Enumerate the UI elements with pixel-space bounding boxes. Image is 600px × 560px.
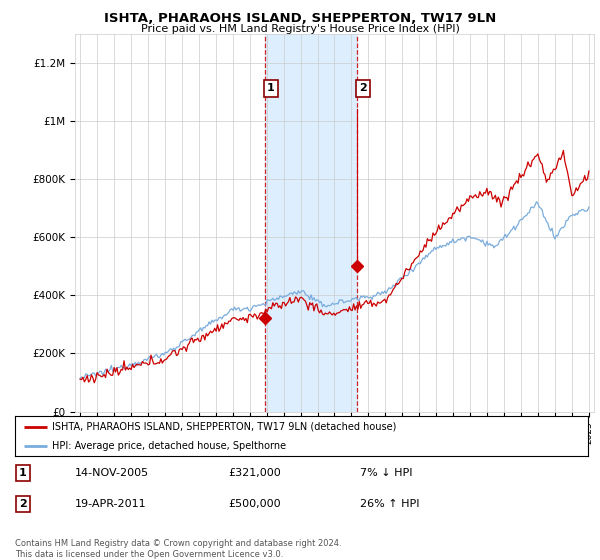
Text: 7% ↓ HPI: 7% ↓ HPI [360, 468, 413, 478]
Text: Price paid vs. HM Land Registry's House Price Index (HPI): Price paid vs. HM Land Registry's House … [140, 24, 460, 34]
Text: 1: 1 [267, 83, 275, 94]
Text: HPI: Average price, detached house, Spelthorne: HPI: Average price, detached house, Spel… [52, 441, 286, 450]
Text: £321,000: £321,000 [228, 468, 281, 478]
Text: 2: 2 [19, 499, 26, 509]
Text: ISHTA, PHARAOHS ISLAND, SHEPPERTON, TW17 9LN (detached house): ISHTA, PHARAOHS ISLAND, SHEPPERTON, TW17… [52, 422, 397, 432]
Text: £500,000: £500,000 [228, 499, 281, 509]
Text: 19-APR-2011: 19-APR-2011 [75, 499, 146, 509]
Text: 2: 2 [359, 83, 367, 94]
Text: 1: 1 [19, 468, 26, 478]
Text: 14-NOV-2005: 14-NOV-2005 [75, 468, 149, 478]
Text: 26% ↑ HPI: 26% ↑ HPI [360, 499, 419, 509]
Bar [265, 34, 356, 412]
Text: Contains HM Land Registry data © Crown copyright and database right 2024.
This d: Contains HM Land Registry data © Crown c… [15, 539, 341, 559]
Text: ISHTA, PHARAOHS ISLAND, SHEPPERTON, TW17 9LN: ISHTA, PHARAOHS ISLAND, SHEPPERTON, TW17… [104, 12, 496, 25]
